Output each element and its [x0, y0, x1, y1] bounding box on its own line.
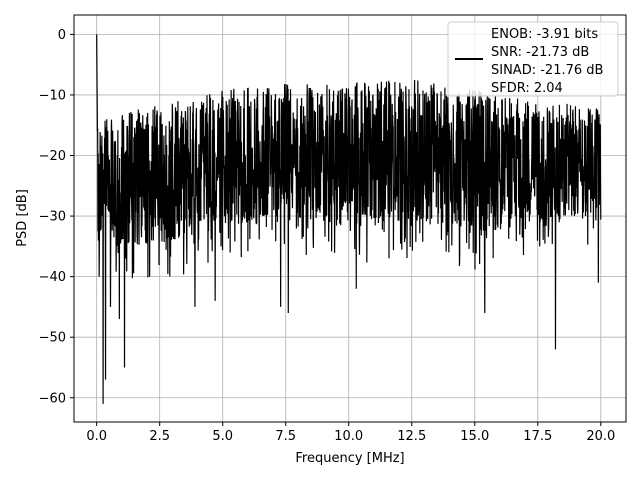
x-tick-label: 20.0	[586, 429, 615, 444]
y-tick-label: −60	[39, 391, 66, 406]
x-tick-label: 12.5	[397, 429, 426, 444]
legend-label: ENOB: -3.91 bits SNR: -21.73 dB SINAD: -21…	[491, 27, 603, 96]
y-tick-label: −20	[39, 149, 66, 164]
x-tick-label: 15.0	[460, 429, 489, 444]
legend-line-text: SINAD: -21.76 dB	[491, 63, 603, 78]
y-tick-label: −30	[39, 210, 66, 225]
x-tick-label: 17.5	[523, 429, 552, 444]
plot-frame	[73, 14, 627, 423]
legend-line-text: SNR: -21.73 dB	[491, 45, 589, 60]
x-axis: 0.0 2.5 5.0 7.5 10.0 12.5 15.0 17.5 20.0	[86, 422, 615, 444]
y-axis-label: PSD [dB]	[15, 189, 30, 247]
x-tick-label: 0.0	[86, 429, 107, 444]
y-axis: 0 −10 −20 −30 −40 −50 −60	[39, 28, 74, 406]
x-tick-label: 10.0	[334, 429, 363, 444]
x-axis-label: Frequency [MHz]	[295, 451, 404, 466]
y-tick-label: −50	[39, 331, 66, 346]
series-layer	[96, 34, 602, 404]
psd-series-line	[96, 34, 602, 404]
y-tick-label: −40	[39, 270, 66, 285]
legend-line-text: SFDR: 2.04	[491, 81, 563, 96]
x-tick-label: 7.5	[275, 429, 296, 444]
legend-box	[447, 21, 619, 97]
y-tick-label: −10	[39, 88, 66, 103]
y-tick-label: 0	[58, 28, 66, 43]
legend: ENOB: -3.91 bits SNR: -21.73 dB SINAD: -21…	[447, 21, 619, 97]
legend-line-text: ENOB: -3.91 bits	[491, 27, 598, 42]
x-tick-label: 2.5	[149, 429, 170, 444]
x-tick-label: 5.0	[212, 429, 233, 444]
